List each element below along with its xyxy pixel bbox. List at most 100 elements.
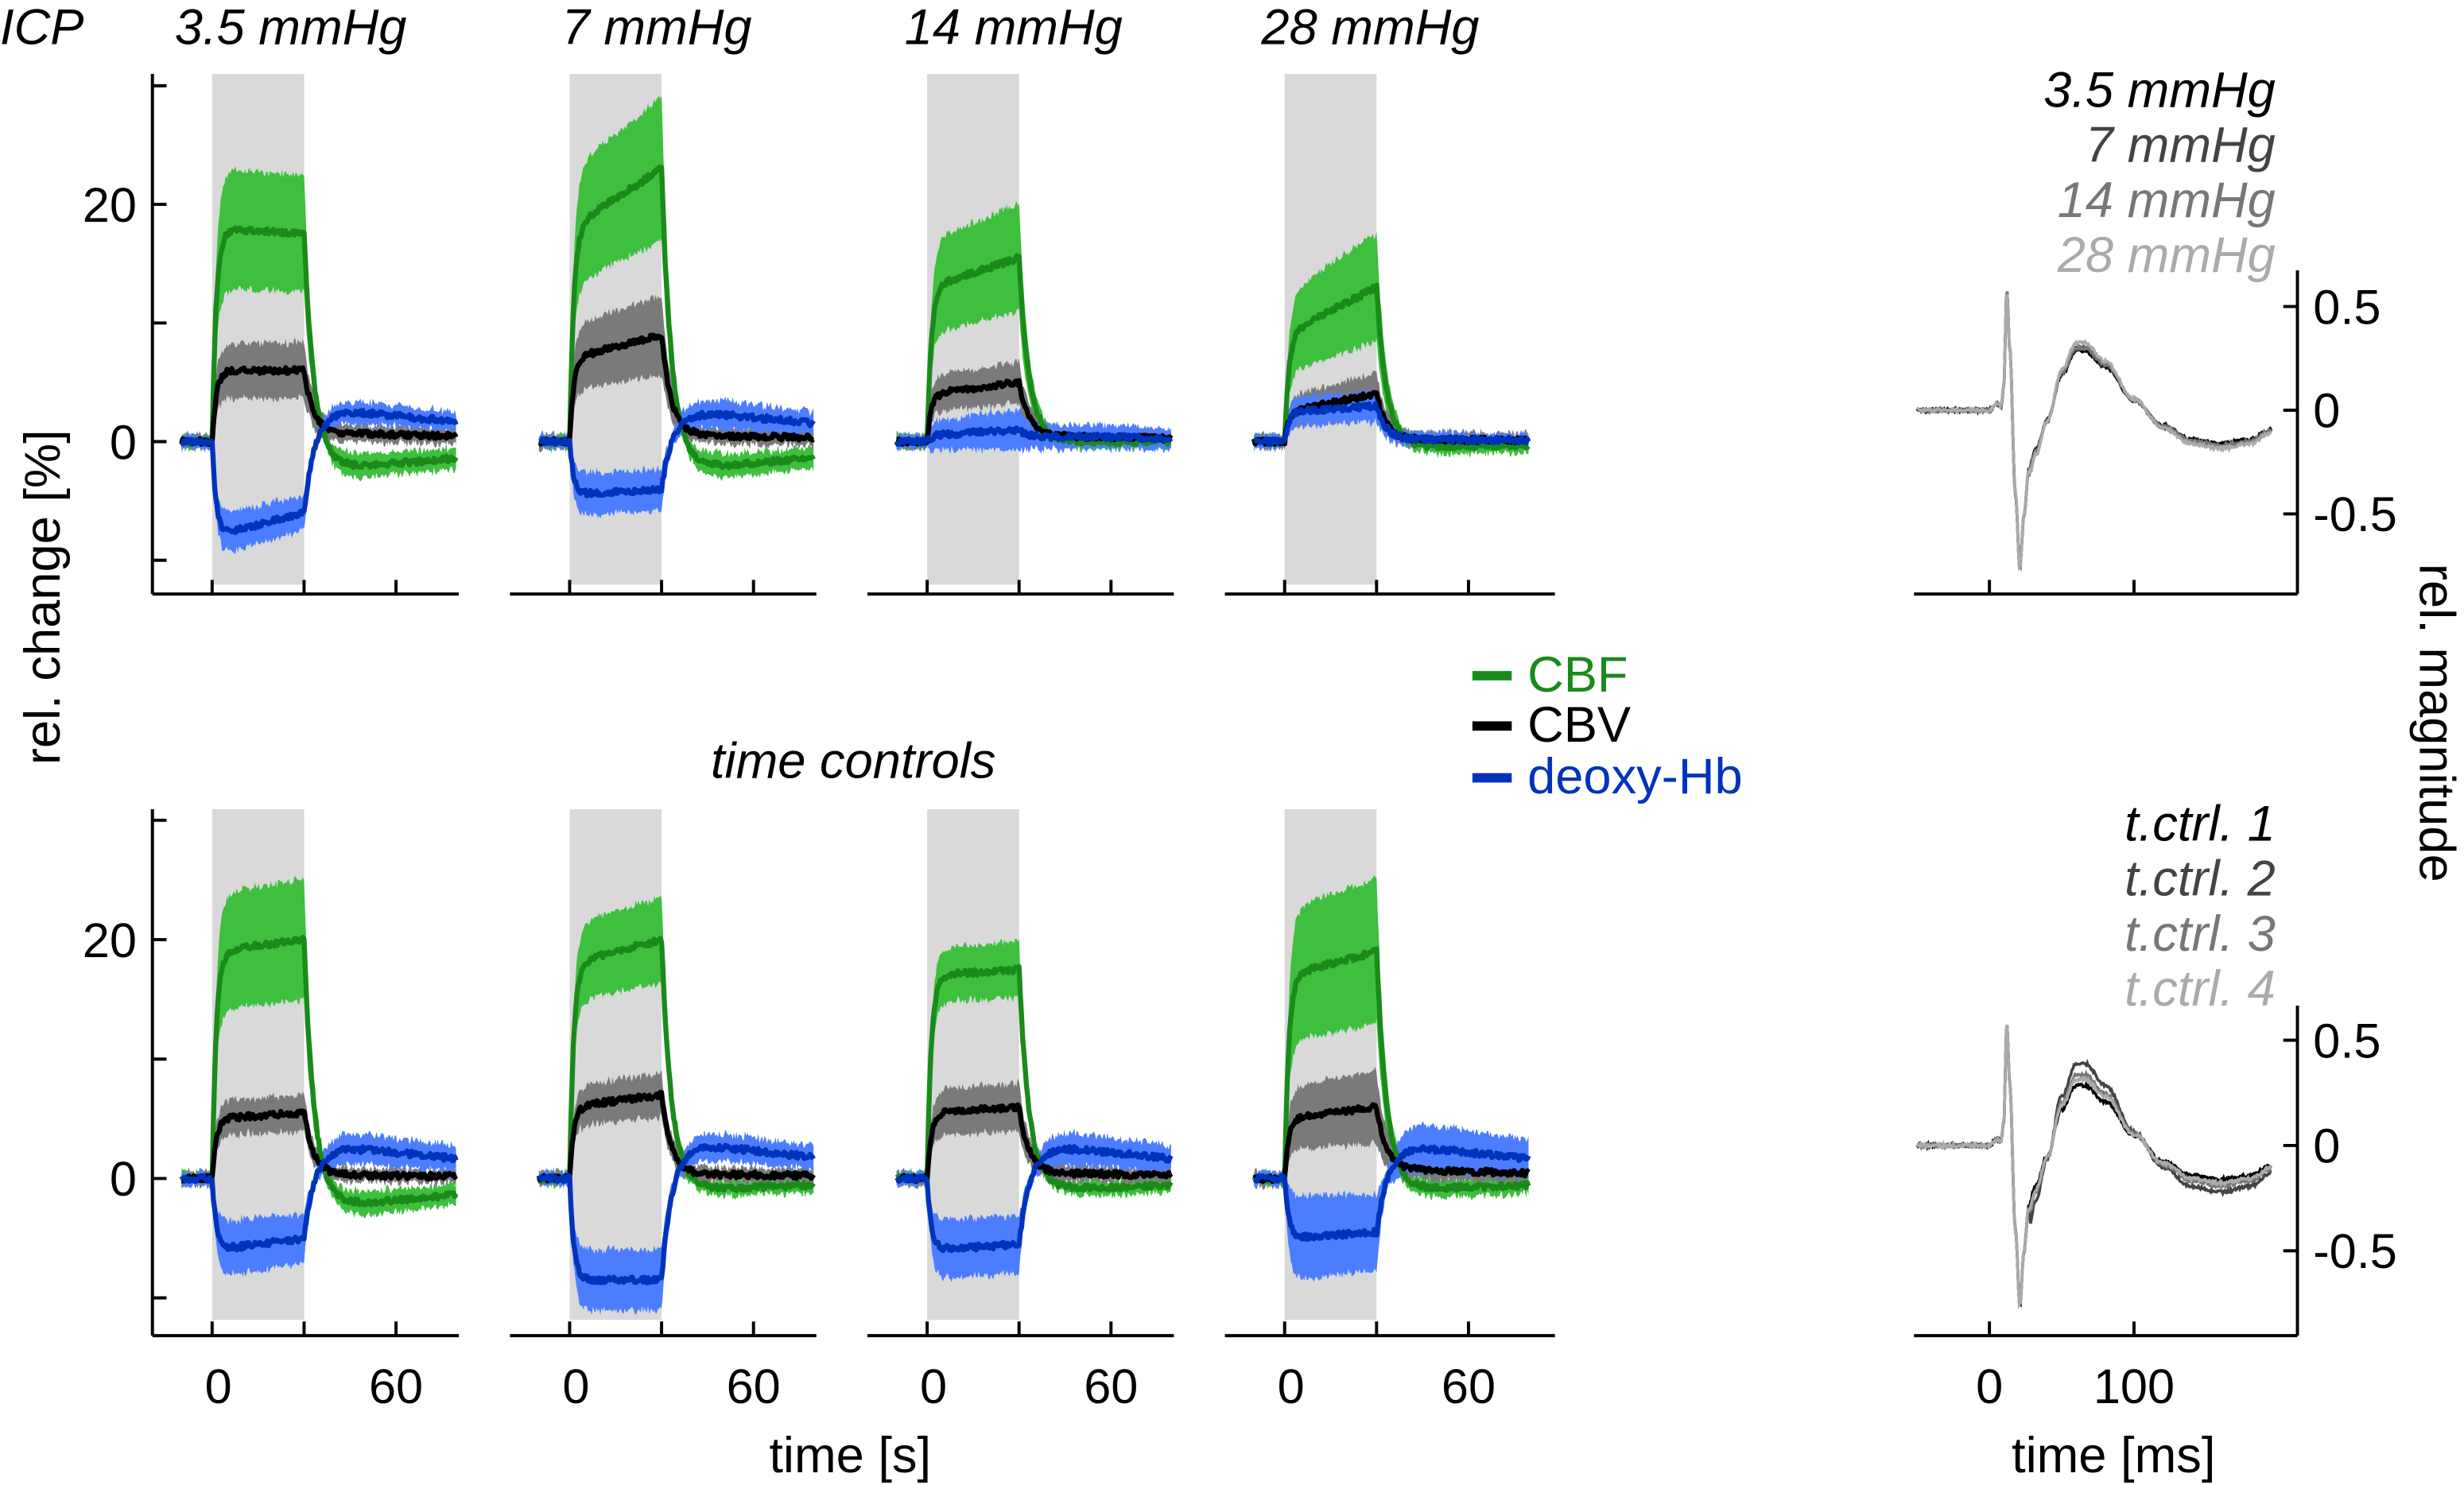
x-tick-label: 60 [1084,1359,1138,1413]
erp-legend-label: 28 mmHg [2057,227,2276,283]
y-tick-label: 0 [2313,384,2340,438]
cbv-sem-band [1254,1066,1529,1190]
cbf-mean-line [179,934,459,1208]
y-tick-label: 0 [110,1152,137,1206]
panel-title: 14 mmHg [905,0,1123,55]
cbv-mean-line [537,332,815,448]
y-axis-label-left: rel. change [%] [15,429,71,765]
x-tick-label: 60 [369,1359,423,1413]
deoxy-hb-mean-line [180,1144,459,1253]
panel-time-control-1: 0 60 0 20 [83,808,460,1413]
deoxy-hb-mean-line [537,409,816,498]
deoxy-hb-mean-line [1252,401,1531,448]
cbf-sem-band [538,95,814,482]
cbv-mean-line [536,1089,816,1184]
cbf-mean-line [1251,946,1531,1193]
erp-trace [1916,293,2272,571]
cbv-sem-band [896,1078,1171,1190]
panel-time-control-3: 0 60 [867,808,1174,1413]
cbf-sem-band [896,201,1171,453]
x-tick-label: 0 [1278,1359,1305,1413]
cbv-sem-band [896,357,1171,452]
cbv-mean-line [179,365,459,448]
panel-time-control-4: 0 60 [1224,808,1555,1413]
y-axis-label-right: rel. magnitude [2409,564,2464,882]
cbv-mean-line [180,1108,459,1185]
erp-trace [1916,292,2273,572]
legend-label-cbv: CBV [1527,697,1631,753]
cbv-sem-band [181,337,456,453]
deoxy-hb-mean-line [1252,1144,1531,1243]
deoxy-hb-sem-band [181,398,456,555]
erp-legend-label: 3.5 mmHg [2043,63,2276,118]
cbf-sem-band [1254,875,1529,1201]
erp-trace [1915,1025,2272,1309]
legend: CBF CBV deoxy-Hb [1472,647,1743,805]
y-tick-label: 0.5 [2313,1014,2381,1068]
cbf-sem-band [1254,231,1529,459]
panel-title: 28 mmHg [1260,0,1479,55]
cbv-mean-line [1252,1102,1531,1185]
legend-label-deoxy-hb: deoxy-Hb [1527,749,1743,805]
cbv-sem-band [1254,370,1529,453]
y-tick-label: 0.5 [2313,280,2381,334]
x-tick-label: 0 [205,1359,232,1413]
erp-trace [1915,1025,2272,1309]
x-tick-label: 0 [562,1359,589,1413]
legend-label-cbf: CBF [1527,647,1628,703]
x-axis-label-right: time [ms] [2012,1428,2215,1483]
panel-icp-1: 3.5 mmHg 0 20 [83,0,460,596]
deoxy-hb-sem-band [1254,1121,1529,1282]
cbf-mean-line [537,165,816,471]
cbf-mean-line [894,253,1173,448]
cbv-mean-line [894,1102,1174,1185]
erp-legend-label: 7 mmHg [2086,118,2276,173]
panel-icp-2: 7 mmHg [510,0,817,596]
row-label-icp: ICP [0,0,83,55]
panel-time-control-2: 0 60 [510,808,817,1413]
panel-icp-3: 14 mmHg [867,0,1174,596]
cbf-mean-line [894,964,1174,1193]
deoxy-hb-mean-line [894,1144,1174,1254]
panel-title: 7 mmHg [562,0,752,55]
panel-title: 3.5 mmHg [175,0,407,55]
cbf-mean-line [179,225,459,471]
panel-icp-4: 28 mmHg [1224,0,1555,596]
y-tick-label: 20 [83,913,137,967]
erp-trace [1915,291,2273,572]
y-tick-label: 0 [110,415,137,469]
erp-trace [1915,1026,2272,1305]
cbv-sem-band [538,294,814,453]
x-tick-label: 0 [1976,1359,2003,1413]
erp-legend-label: t.ctrl. 4 [2124,961,2276,1017]
erp-legend-label: t.ctrl. 3 [2124,906,2276,962]
deoxy-hb-mean-line [180,408,459,536]
deoxy-hb-sem-band [538,1129,814,1316]
x-axis-label-left: time [s] [769,1428,931,1483]
x-tick-label: 100 [2093,1359,2175,1413]
deoxy-hb-mean-line [894,425,1174,448]
erp-trace [1915,291,2273,572]
cbf-mean-line [536,936,816,1193]
y-tick-label: 20 [83,178,137,232]
middle-title: time controls [711,733,995,789]
y-tick-label: -0.5 [2313,1224,2397,1278]
erp-panel-time-controls: 0 100 0.5 0 -0.5 t.ctrl. 1t.ctrl. 2t.ctrl. 3t… [1914,797,2397,1413]
cbf-sem-band [181,876,456,1219]
x-tick-label: 60 [727,1359,781,1413]
cbf-sem-band [538,895,814,1200]
deoxy-hb-sem-band [181,1130,456,1278]
cbf-sem-band [181,166,456,482]
deoxy-hb-sem-band [896,1128,1171,1283]
y-tick-label: -0.5 [2313,487,2397,541]
erp-legend-label: 14 mmHg [2058,173,2276,228]
stimulus-period [211,74,305,585]
deoxy-hb-sem-band [538,396,814,519]
erp-trace [1916,1025,2272,1309]
erp-legend-label: t.ctrl. 2 [2124,851,2276,907]
erp-legend-label: t.ctrl. 1 [2124,797,2276,852]
deoxy-hb-mean-line [537,1142,816,1285]
